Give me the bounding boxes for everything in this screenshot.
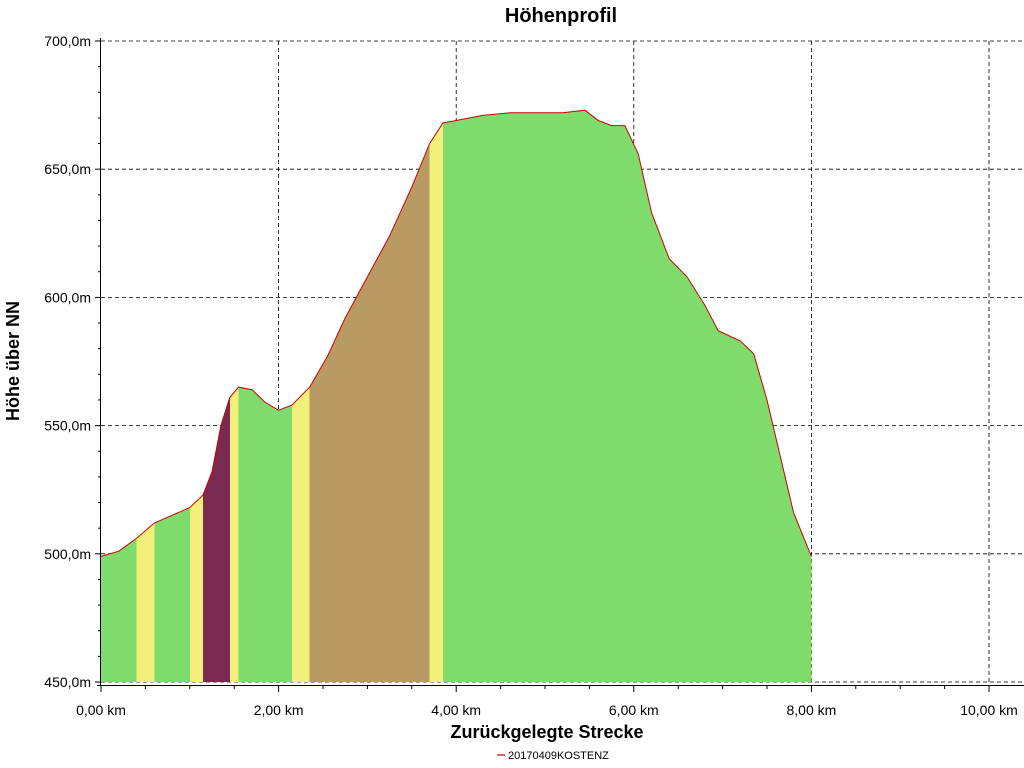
y-tick-label: 500,0m bbox=[44, 546, 91, 562]
x-tick-label: 10,00 km bbox=[960, 702, 1018, 718]
y-tick-label: 550,0m bbox=[44, 418, 91, 434]
tick-labels: 450,0m 500,0m 550,0m 600,0m 650,0m 700,0m 0,00… bbox=[44, 33, 1018, 718]
x-tick-label: 0,00 km bbox=[76, 702, 126, 718]
axes bbox=[95, 38, 1024, 692]
x-tick-label: 2,00 km bbox=[254, 702, 304, 718]
y-tick-label: 450,0m bbox=[44, 674, 91, 690]
plot-area bbox=[100, 109, 812, 682]
legend: 20170409KOSTENZ bbox=[497, 750, 609, 762]
y-tick-label: 700,0m bbox=[44, 33, 91, 49]
x-tick-label: 4,00 km bbox=[431, 702, 481, 718]
x-axis-label: Zurückgelegte Strecke bbox=[450, 722, 643, 742]
legend-label: 20170409KOSTENZ bbox=[508, 750, 609, 762]
elevation-area bbox=[101, 110, 812, 682]
y-tick-label: 650,0m bbox=[44, 161, 91, 177]
elevation-line bbox=[100, 109, 812, 557]
y-axis-label: Höhe über NN bbox=[3, 301, 23, 421]
x-tick-label: 8,00 km bbox=[786, 702, 836, 718]
x-tick-label: 6,00 km bbox=[609, 702, 659, 718]
y-tick-label: 600,0m bbox=[44, 289, 91, 305]
chart-title: Höhenprofil bbox=[505, 5, 617, 27]
